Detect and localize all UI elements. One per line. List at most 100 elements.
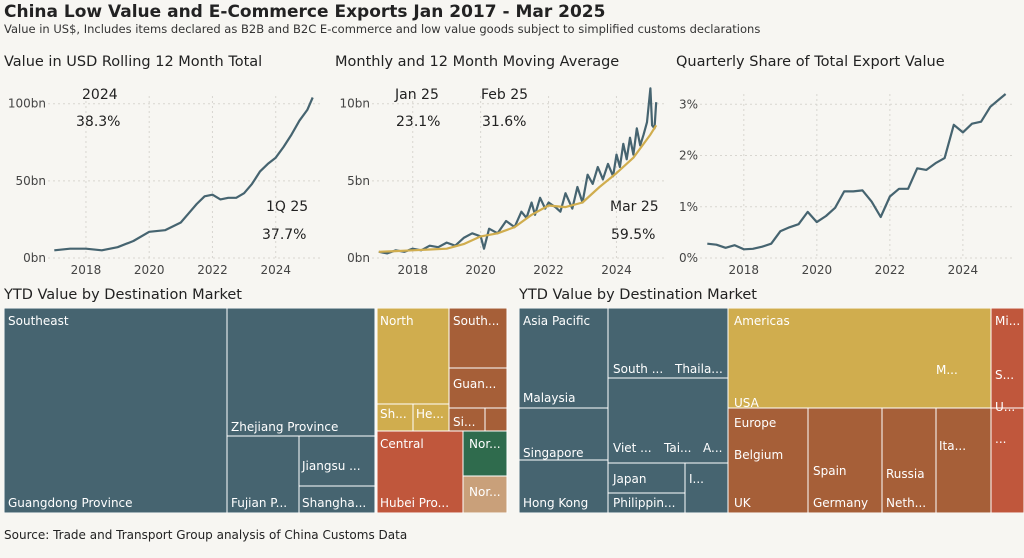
treemap-cell [484, 407, 508, 432]
treemap-label: UK [734, 496, 752, 510]
treemap-label: Hubei Pro... [380, 496, 449, 510]
treemap-label: Fujian P... [231, 496, 287, 510]
treemap-cell [684, 462, 729, 513]
y-tick-label: 3% [679, 97, 698, 111]
treemap-label: Philippin... [613, 496, 675, 510]
rolling-total-chart: 2018 2020 2022 2024 0bn 50bn 100bn [8, 96, 320, 277]
treemap-left: Southeast Zhejiang Province Guangdong Prov… [4, 308, 508, 513]
x-tick-label: 2018 [71, 263, 102, 277]
annotation-value: 31.6% [482, 114, 527, 130]
treemap-cell [462, 475, 508, 513]
treemap-label: Mi... [995, 314, 1020, 328]
treemap1-title: YTD Value by Destination Market [4, 287, 242, 303]
treemap-cell [727, 308, 992, 409]
y-tick-label: 2% [679, 149, 698, 163]
treemap-cell [226, 308, 376, 437]
x-tick-label: 2022 [533, 263, 564, 277]
treemap-label: A... [703, 441, 722, 455]
annotation-value: 23.1% [396, 114, 441, 130]
treemap-label: ... [995, 432, 1006, 446]
x-tick-label: 2018 [397, 263, 428, 277]
treemap-label: Tai... [663, 441, 691, 455]
series-line [707, 93, 1007, 251]
x-tick-label: 2024 [948, 263, 979, 277]
x-tick-label: 2022 [875, 263, 906, 277]
annotation-label: Mar 25 [610, 199, 659, 215]
treemap-cell [607, 492, 686, 513]
treemap-cell [607, 377, 729, 464]
treemap2-title: YTD Value by Destination Market [519, 287, 757, 303]
treemap-label: Japan [612, 472, 646, 486]
treemap-cell [935, 407, 992, 513]
treemap-cell [226, 435, 300, 513]
page-title: China Low Value and E-Commerce Exports J… [4, 2, 606, 22]
x-tick-label: 2024 [601, 263, 632, 277]
treemap-label: North [380, 314, 414, 328]
y-tick-label: 10bn [340, 97, 371, 111]
treemap-cell [298, 485, 376, 513]
treemap-cell [607, 308, 729, 379]
treemap-cell [990, 407, 1024, 513]
y-tick-label: 5bn [347, 174, 370, 188]
treemap-cell [881, 407, 937, 513]
y-tick-label: 1% [679, 200, 698, 214]
treemap-label: Europe [734, 416, 776, 430]
treemap-label: I... [689, 472, 704, 486]
source-note: Source: Trade and Transport Group analys… [4, 528, 408, 542]
treemap-label: Sh... [380, 407, 407, 421]
treemap-label: Si... [453, 415, 475, 429]
treemap-label: Singapore [523, 446, 584, 460]
x-tick-label: 2020 [465, 263, 496, 277]
x-tick-label: 2022 [197, 263, 228, 277]
treemap-cell [990, 308, 1024, 409]
treemap-label: Viet ... [613, 441, 652, 455]
annotation-value: 59.5% [611, 227, 656, 243]
annotation-label: 2024 [82, 87, 118, 103]
treemap-label: Belgium [734, 448, 783, 462]
x-tick-label: 2024 [260, 263, 291, 277]
treemap-cell [448, 308, 508, 369]
treemap-label: M... [936, 363, 958, 377]
treemap-right: Asia Pacific South ... Thaila... Malaysia Si… [519, 308, 1024, 513]
series-line [378, 124, 658, 253]
treemap-label: Americas [734, 314, 790, 328]
treemap-label: Ita... [939, 439, 966, 453]
treemap-cell [376, 403, 414, 432]
treemap-label: Guangdong Province [8, 496, 133, 510]
chart1-title: Value in USD Rolling 12 Month Total [4, 54, 263, 70]
y-tick-label: 0bn [23, 251, 46, 265]
monthly-average-chart: 2018 2020 2022 2024 0bn 5bn 10bn [340, 87, 664, 277]
treemap-label: South ... [613, 362, 663, 376]
x-tick-label: 2018 [729, 263, 760, 277]
chart3-title: Quarterly Share of Total Export Value [676, 54, 945, 70]
treemap-label: Guan... [453, 377, 496, 391]
treemap-label: Thaila... [674, 362, 723, 376]
annotation-value: 38.3% [76, 114, 121, 130]
annotation-value: 37.7% [262, 227, 307, 243]
treemap-cell [4, 308, 228, 513]
treemap-label: USA [734, 396, 760, 410]
chart2-title: Monthly and 12 Month Moving Average [335, 54, 620, 70]
treemap-label: U... [995, 400, 1015, 414]
treemap-label: Russia [886, 467, 925, 481]
treemap-label: Nor... [469, 485, 501, 499]
treemap-label: Germany [813, 496, 868, 510]
treemap-label: Neth... [886, 496, 926, 510]
treemap-label: S... [995, 368, 1014, 382]
series-line [54, 97, 314, 252]
treemap-cell [519, 308, 609, 409]
page-subtitle: Value in US$, Includes items declared as… [4, 22, 761, 36]
treemap-label: Nor... [469, 437, 501, 451]
treemap-label: Shangha... [302, 496, 366, 510]
x-tick-label: 2020 [134, 263, 165, 277]
annotation-label: Feb 25 [481, 87, 529, 103]
treemap-label: South... [453, 314, 499, 328]
treemap-label: Asia Pacific [523, 314, 590, 328]
y-tick-label: 100bn [8, 97, 46, 111]
treemap-cell [448, 367, 508, 409]
x-tick-label: 2020 [802, 263, 833, 277]
treemap-label: Central [380, 437, 424, 451]
series-line [378, 87, 658, 255]
treemap-label: Jiangsu ... [301, 459, 361, 473]
annotation-label: 1Q 25 [266, 199, 309, 215]
